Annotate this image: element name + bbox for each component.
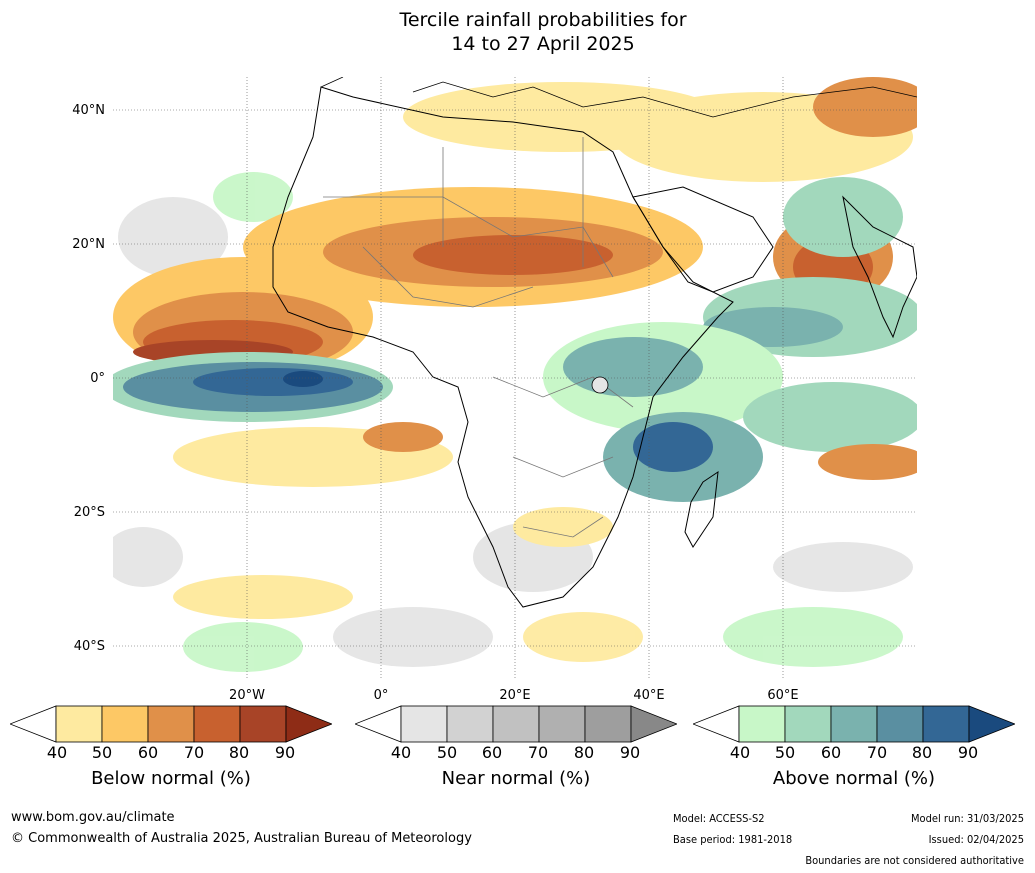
colorbar-left-arrow bbox=[10, 705, 57, 743]
lon-label-0: 0° bbox=[373, 688, 389, 703]
lat-label-20s: 20°S bbox=[73, 505, 105, 520]
model-name: Model: ACCESS-S2 bbox=[673, 812, 765, 825]
copyright-text: © Commonwealth of Australia 2025, Austra… bbox=[11, 831, 472, 846]
colorbar-segment bbox=[922, 705, 970, 743]
colorbar-above-tick: 70 bbox=[866, 743, 888, 762]
colorbar-below-tick: 40 bbox=[46, 743, 68, 762]
colorbar-segment bbox=[538, 705, 586, 743]
lon-label-40e: 40°E bbox=[633, 688, 665, 703]
colorbar-above-tick: 90 bbox=[957, 743, 979, 762]
lon-label-20w: 20°W bbox=[229, 688, 265, 703]
colorbar-near-tick: 80 bbox=[573, 743, 595, 762]
colorbar-above-tick: 80 bbox=[911, 743, 933, 762]
colorbar-above-tick: 60 bbox=[820, 743, 842, 762]
boundaries-disclaimer: Boundaries are not considered authoritat… bbox=[805, 854, 1024, 867]
colorbar-segment bbox=[55, 705, 103, 743]
colorbar-near-tick: 70 bbox=[527, 743, 549, 762]
colorbar-below-normal bbox=[10, 705, 332, 743]
model-run-date: Model run: 31/03/2025 bbox=[911, 812, 1024, 825]
colorbar-segment bbox=[876, 705, 924, 743]
colorbar-above-tick: 40 bbox=[729, 743, 751, 762]
base-period: Base period: 1981-2018 bbox=[673, 833, 793, 846]
colorbar-right-arrow bbox=[630, 705, 677, 743]
title-line-1: Tercile rainfall probabilities for bbox=[399, 9, 687, 31]
colorbar-right-arrow bbox=[968, 705, 1015, 743]
colorbar-segment bbox=[239, 705, 287, 743]
colorbar-below-tick: 60 bbox=[137, 743, 159, 762]
colorbar-left-arrow bbox=[693, 705, 740, 743]
issued-date: Issued: 02/04/2025 bbox=[928, 833, 1024, 846]
colorbar-segment bbox=[784, 705, 832, 743]
colorbar-near-tick: 60 bbox=[481, 743, 503, 762]
colorbar-below-tick: 90 bbox=[274, 743, 296, 762]
colorbar-segment bbox=[584, 705, 632, 743]
colorbar-segment bbox=[446, 705, 494, 743]
colorbar-below-tick: 70 bbox=[183, 743, 205, 762]
colorbar-segment bbox=[400, 705, 448, 743]
colorbar-left-arrow bbox=[355, 705, 402, 743]
colorbar-near-tick: 90 bbox=[619, 743, 641, 762]
colorbar-near-normal bbox=[355, 705, 677, 743]
colorbar-near-title: Near normal (%) bbox=[441, 768, 591, 789]
rainfall-probability-map bbox=[113, 77, 917, 680]
colorbar-segment bbox=[830, 705, 878, 743]
colorbar-below-tick: 50 bbox=[91, 743, 113, 762]
colorbar-segment bbox=[147, 705, 195, 743]
colorbar-segment bbox=[193, 705, 241, 743]
lat-label-20n: 20°N bbox=[72, 237, 105, 252]
website-link[interactable]: www.bom.gov.au/climate bbox=[11, 810, 175, 825]
lon-label-20e: 20°E bbox=[499, 688, 531, 703]
colorbar-segment bbox=[492, 705, 540, 743]
lon-label-60e: 60°E bbox=[767, 688, 799, 703]
colorbar-below-tick: 80 bbox=[228, 743, 250, 762]
colorbar-segment bbox=[101, 705, 149, 743]
colorbar-segment bbox=[738, 705, 786, 743]
lat-label-40n: 40°N bbox=[72, 103, 105, 118]
colorbar-above-title: Above normal (%) bbox=[772, 768, 936, 789]
colorbar-right-arrow bbox=[285, 705, 332, 743]
colorbar-near-tick: 50 bbox=[436, 743, 458, 762]
colorbar-below-title: Below normal (%) bbox=[91, 768, 251, 789]
colorbar-near-tick: 40 bbox=[390, 743, 412, 762]
map-title: Tercile rainfall probabilities for 14 to… bbox=[0, 8, 1035, 56]
colorbar-above-tick: 50 bbox=[774, 743, 796, 762]
lat-label-0: 0° bbox=[90, 371, 105, 386]
title-line-2: 14 to 27 April 2025 bbox=[451, 33, 635, 55]
lat-label-40s: 40°S bbox=[73, 639, 105, 654]
colorbar-above-normal bbox=[693, 705, 1015, 743]
